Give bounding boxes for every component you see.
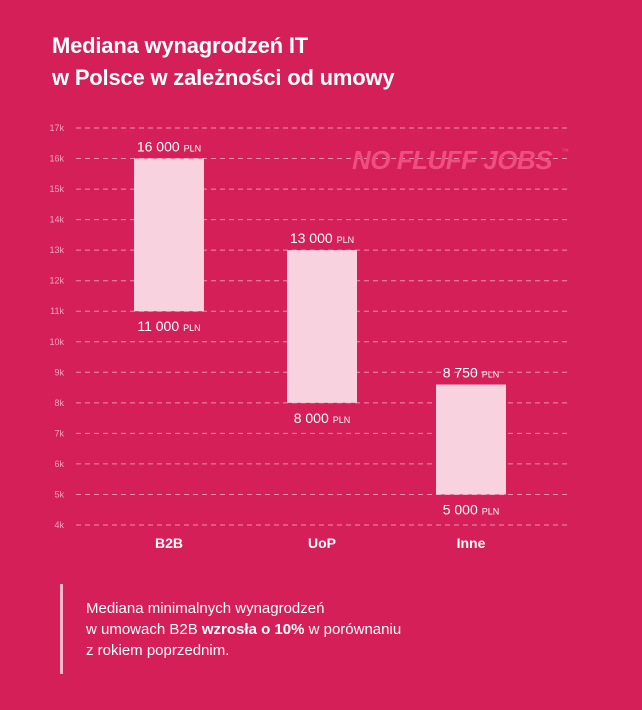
bars: 16 000 PLN 11 000 PLN 13 000 PLN 8 000 PLN 8 750… xyxy=(134,139,506,517)
y-tick-label: 11k xyxy=(50,306,64,316)
note-text: Mediana minimalnych wynagrodzeń w umowac… xyxy=(86,598,556,661)
note-accent-bar xyxy=(60,584,63,674)
note-line-2-post: w porównaniu xyxy=(304,621,402,638)
y-tick-label: 4k xyxy=(54,520,64,530)
y-tick-label: 10k xyxy=(49,337,64,347)
y-tick-label: 13k xyxy=(49,245,64,255)
note-highlight: wzrosła o 10% xyxy=(201,621,305,638)
data-label-high: 16 000 PLN xyxy=(137,139,201,155)
x-category-label: UoP xyxy=(308,535,336,551)
bar-b2b xyxy=(134,158,204,312)
y-tick-label: 5k xyxy=(54,489,64,499)
y-tick-label: 17k xyxy=(49,123,64,133)
y-tick-label: 9k xyxy=(54,367,64,377)
chart-title: Mediana wynagrodzeń IT w Polsce w zależn… xyxy=(52,30,395,94)
data-label-high: 13 000 PLN xyxy=(290,230,354,246)
note-line-3: z rokiem poprzednim. xyxy=(86,642,230,659)
x-axis-labels: B2B UoP Inne xyxy=(155,535,486,551)
y-tick-label: 12k xyxy=(49,276,64,286)
data-label-low: 11 000 PLN xyxy=(137,318,200,334)
note-line-1: Mediana minimalnych wynagrodzeń xyxy=(86,600,325,617)
y-tick-label: 16k xyxy=(49,154,64,164)
data-label-high: 8 750 PLN xyxy=(443,365,500,381)
x-category-label: B2B xyxy=(155,535,183,551)
data-label-low: 5 000 PLN xyxy=(443,501,500,517)
watermark-tm: ™ xyxy=(561,147,569,156)
y-axis-ticks: 4k 5k 6k 7k 8k 9k 10k 11k 12k 13k 14k 15k 16k 17k xyxy=(49,123,64,530)
data-label-low: 8 000 PLN xyxy=(294,410,351,426)
chart-title-line-2: w Polsce w zależności od umowy xyxy=(52,65,395,90)
bar-inne xyxy=(436,384,506,495)
range-bar-chart: 4k 5k 6k 7k 8k 9k 10k 11k 12k 13k 14k 15k 16k 17k NO … xyxy=(49,123,570,551)
note-line-2: w umowach B2B wzrosła o 10% w porównaniu xyxy=(86,619,556,640)
y-tick-label: 6k xyxy=(54,459,64,469)
y-tick-label: 15k xyxy=(49,184,64,194)
x-category-label: Inne xyxy=(457,535,486,551)
chart-title-line-1: Mediana wynagrodzeń IT xyxy=(52,33,308,58)
y-tick-label: 8k xyxy=(54,398,64,408)
y-tick-label: 14k xyxy=(49,215,64,225)
y-tick-label: 7k xyxy=(54,428,64,438)
watermark-text: NO FLUFF JOBS xyxy=(352,145,553,175)
watermark-logo: NO FLUFF JOBS ™ xyxy=(352,145,569,175)
bar-uop xyxy=(287,250,357,403)
note-line-2-pre: w umowach B2B xyxy=(86,621,202,638)
